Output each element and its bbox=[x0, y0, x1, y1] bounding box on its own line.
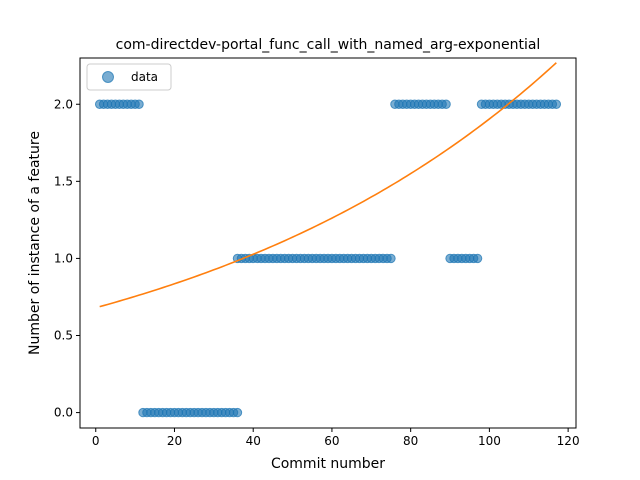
axis-ticks: 0 20 40 60 80 100 120 0.0 0.5 1.0 1.5 2.0 bbox=[54, 97, 580, 448]
data-point bbox=[472, 253, 483, 264]
data-point bbox=[386, 253, 396, 264]
y-tick-label: 0.5 bbox=[54, 329, 73, 343]
y-tick-label: 1.0 bbox=[54, 251, 73, 265]
x-tick-label: 60 bbox=[324, 434, 339, 448]
legend: data bbox=[86, 63, 172, 91]
data-point bbox=[551, 99, 562, 109]
x-tick-label: 0 bbox=[92, 434, 100, 448]
x-tick-label: 40 bbox=[246, 434, 261, 448]
x-axis-label: Commit number bbox=[271, 456, 385, 472]
legend-label: data bbox=[131, 70, 158, 84]
y-tick-label: 1.5 bbox=[54, 174, 73, 188]
axes-frame bbox=[79, 57, 577, 429]
plot-area bbox=[94, 62, 562, 418]
legend-marker bbox=[102, 71, 114, 83]
y-tick-label: 0.0 bbox=[54, 406, 73, 420]
y-tick-label: 2.0 bbox=[54, 97, 73, 111]
y-axis-label: Number of instance of a feature bbox=[27, 131, 43, 355]
legend-box bbox=[86, 63, 172, 91]
fit-line bbox=[99, 62, 557, 308]
data-point bbox=[441, 99, 451, 109]
data-point bbox=[232, 407, 243, 418]
x-tick-label: 20 bbox=[167, 434, 182, 448]
data-point bbox=[134, 99, 144, 109]
x-tick-label: 100 bbox=[478, 434, 501, 448]
x-tick-label: 120 bbox=[557, 434, 580, 448]
x-tick-label: 80 bbox=[403, 434, 418, 448]
chart-title: com-directdev-portal_func_call_with_name… bbox=[116, 37, 541, 53]
